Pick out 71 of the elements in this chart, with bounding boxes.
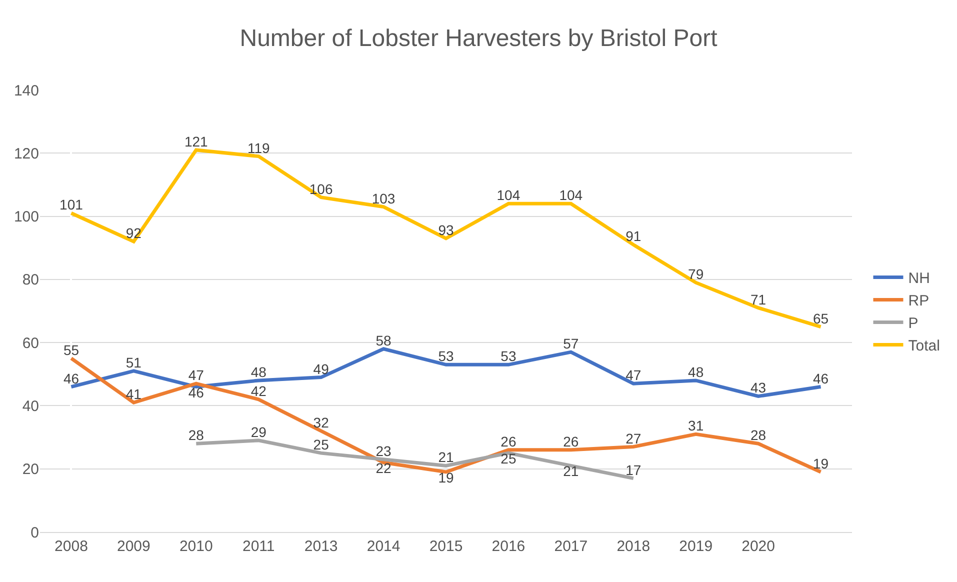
data-label: 26 — [500, 433, 516, 450]
data-label: 58 — [376, 332, 392, 348]
legend-label: RP — [908, 292, 930, 310]
data-label: 65 — [812, 310, 829, 326]
data-label: 46 — [188, 384, 204, 400]
data-label: 91 — [626, 228, 642, 244]
x-tick-label: 2017 — [554, 538, 588, 555]
data-label: 19 — [812, 456, 829, 472]
legend-label: Total — [908, 338, 940, 355]
data-label: 27 — [626, 430, 642, 446]
data-label: 49 — [313, 360, 330, 377]
legend-label: NH — [908, 270, 930, 288]
data-label: 26 — [563, 433, 579, 450]
x-tick-label: 2015 — [429, 538, 463, 555]
data-label: 53 — [500, 348, 516, 364]
data-label: 31 — [688, 418, 704, 434]
x-tick-label: 2018 — [616, 538, 650, 555]
y-tick-label: 80 — [22, 272, 39, 289]
data-label: 41 — [126, 386, 142, 402]
x-tick-label: 2011 — [242, 538, 275, 555]
data-label: 121 — [184, 133, 208, 150]
y-tick-label: 20 — [22, 461, 39, 478]
data-label: 46 — [63, 370, 80, 386]
data-label: 29 — [250, 424, 267, 440]
data-label: 57 — [563, 336, 579, 352]
data-label: 71 — [750, 291, 766, 308]
data-label: 17 — [626, 462, 642, 478]
data-label: 22 — [376, 460, 392, 476]
data-label: 55 — [63, 342, 80, 358]
data-label: 25 — [500, 450, 516, 467]
x-tick-label: 2019 — [679, 538, 713, 555]
data-label: 42 — [250, 382, 267, 399]
data-label: 104 — [496, 187, 520, 204]
y-tick-label: 60 — [22, 334, 39, 352]
data-label: 46 — [812, 370, 829, 386]
x-tick-label: 2014 — [366, 538, 400, 555]
data-label: 28 — [188, 427, 204, 444]
data-label: 119 — [247, 140, 270, 156]
legend-label: P — [908, 315, 918, 332]
y-tick-label: 100 — [14, 208, 39, 226]
data-label: 32 — [313, 414, 330, 430]
y-tick-label: 120 — [14, 145, 39, 162]
data-label: 19 — [438, 470, 454, 486]
x-tick-label: 2020 — [742, 538, 775, 555]
x-tick-label: 2016 — [492, 538, 526, 555]
data-label: 53 — [438, 348, 454, 364]
y-tick-label: 0 — [30, 524, 39, 542]
data-label: 21 — [563, 463, 579, 480]
x-tick-label: 2013 — [304, 538, 338, 555]
data-label: 103 — [372, 190, 396, 206]
data-label: 101 — [60, 196, 84, 213]
data-label: 51 — [126, 354, 142, 370]
data-label: 28 — [750, 427, 766, 444]
data-label: 25 — [313, 436, 330, 453]
y-tick-label: 140 — [14, 82, 39, 100]
x-tick-label: 2009 — [117, 538, 150, 555]
data-label: 93 — [438, 222, 454, 238]
x-tick-label: 2008 — [54, 538, 88, 555]
data-label: 23 — [376, 442, 392, 459]
data-label: 79 — [688, 266, 704, 282]
y-tick-label: 40 — [22, 398, 39, 415]
data-label: 21 — [438, 449, 454, 466]
data-label: 47 — [626, 367, 642, 384]
data-label: 47 — [188, 367, 204, 384]
chart-title: Number of Lobster Harvesters by Bristol Port — [240, 24, 718, 52]
data-label: 48 — [250, 364, 267, 380]
x-tick-label: 2010 — [179, 538, 213, 555]
data-label: 48 — [688, 364, 704, 380]
data-label: 106 — [309, 180, 333, 197]
data-label: 43 — [750, 380, 766, 396]
data-label: 104 — [559, 187, 583, 204]
